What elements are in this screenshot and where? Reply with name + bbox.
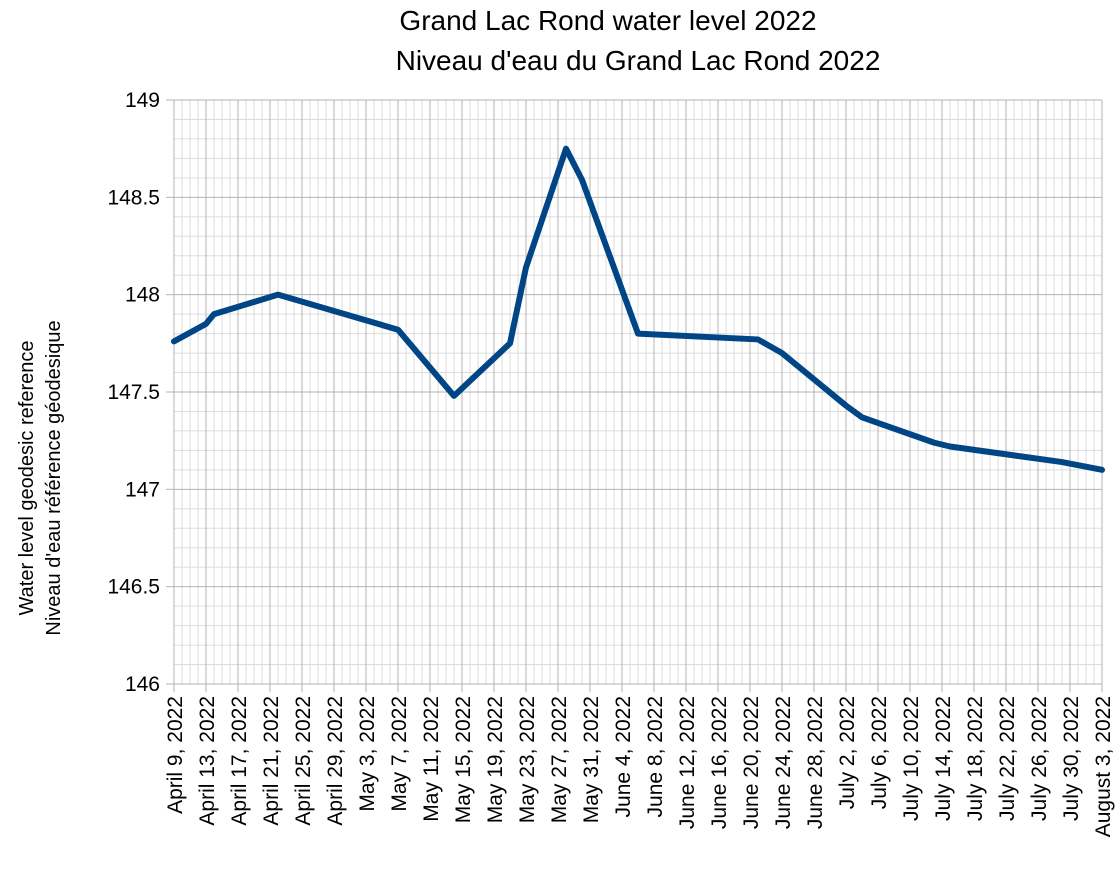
- x-tick-label: April 17, 2022: [228, 696, 251, 826]
- x-tick-label: August 3, 2022: [1092, 696, 1115, 837]
- y-axis-title: Water level geodesic reference: [16, 341, 38, 616]
- x-tick-label: May 31, 2022: [580, 696, 603, 823]
- y-tick-label: 148: [125, 284, 160, 307]
- x-tick-label: June 12, 2022: [676, 696, 699, 829]
- y-tick-label: 147: [125, 478, 160, 501]
- y-axis-title: Niveau d'eau référence géodesique: [43, 320, 65, 635]
- x-tick-label: May 19, 2022: [484, 696, 507, 823]
- x-tick-label: July 30, 2022: [1060, 696, 1083, 821]
- x-tick-label: May 27, 2022: [548, 696, 571, 823]
- y-tick-label: 146.5: [107, 576, 160, 599]
- x-tick-label: July 22, 2022: [996, 696, 1019, 821]
- x-tick-label: July 14, 2022: [932, 696, 955, 821]
- x-tick-label: June 4, 2022: [612, 696, 635, 817]
- y-tick-label: 146: [125, 673, 160, 696]
- x-tick-label: May 23, 2022: [516, 696, 539, 823]
- x-tick-label: June 16, 2022: [708, 696, 731, 829]
- x-tick-label: April 13, 2022: [196, 696, 219, 826]
- x-tick-label: May 3, 2022: [356, 696, 379, 812]
- x-tick-label: July 6, 2022: [868, 696, 891, 809]
- y-tick-label: 147.5: [107, 381, 160, 404]
- data-line: [171, 145, 1105, 473]
- x-tick-label: July 18, 2022: [964, 696, 987, 821]
- x-tick-label: July 26, 2022: [1028, 696, 1051, 821]
- x-tick-label: April 21, 2022: [260, 696, 283, 826]
- y-tick-label: 149: [125, 89, 160, 112]
- x-tick-label: July 10, 2022: [900, 696, 923, 821]
- x-tick-label: May 11, 2022: [420, 696, 443, 822]
- x-tick-label: July 2, 2022: [836, 696, 859, 809]
- x-tick-label: April 29, 2022: [324, 696, 347, 826]
- y-tick-label: 148.5: [107, 186, 160, 209]
- chart-title: Grand Lac Rond water level 2022: [399, 5, 816, 36]
- x-tick-label: June 8, 2022: [644, 696, 667, 817]
- x-tick-label: May 15, 2022: [452, 696, 475, 823]
- chart-subtitle: Niveau d'eau du Grand Lac Rond 2022: [396, 45, 881, 76]
- x-tick-label: April 9, 2022: [164, 696, 187, 814]
- x-tick-label: June 20, 2022: [740, 696, 763, 829]
- x-tick-label: April 25, 2022: [292, 696, 315, 826]
- x-tick-label: May 7, 2022: [388, 696, 411, 812]
- x-tick-label: June 24, 2022: [772, 696, 795, 829]
- x-tick-label: June 28, 2022: [804, 696, 827, 829]
